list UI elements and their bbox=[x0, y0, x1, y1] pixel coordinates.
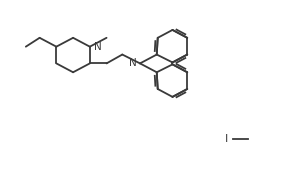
Text: N: N bbox=[129, 58, 137, 68]
Text: N: N bbox=[94, 42, 102, 52]
Text: I: I bbox=[225, 134, 228, 144]
